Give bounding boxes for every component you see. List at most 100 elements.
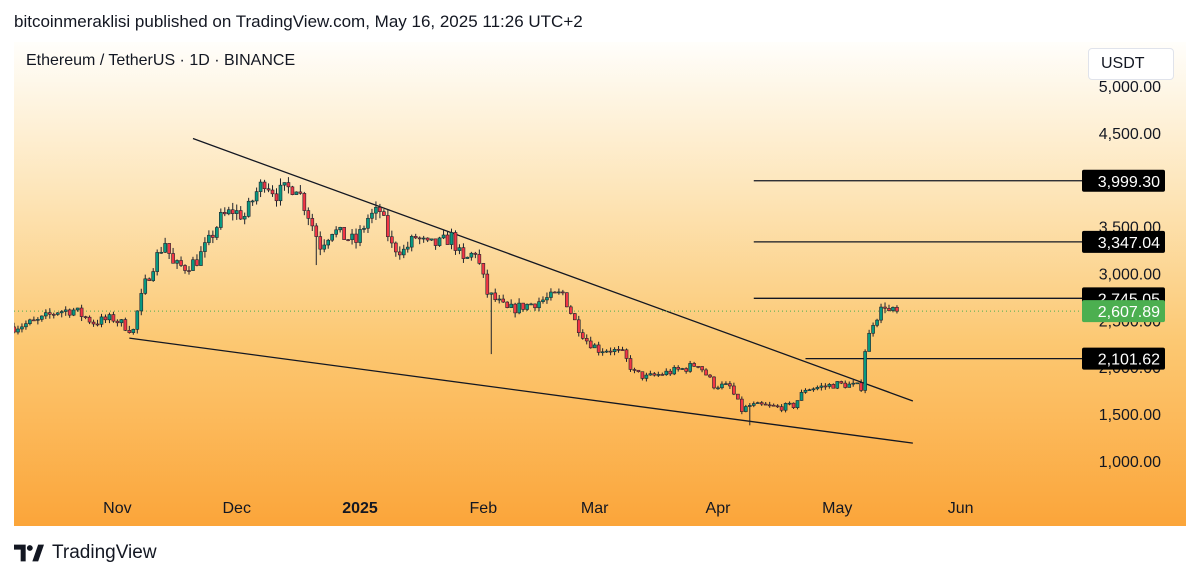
candle [763, 401, 768, 406]
candle-body [14, 326, 16, 333]
candle [529, 302, 533, 306]
candle [294, 191, 299, 195]
candle-body [561, 291, 565, 294]
candle-body [716, 387, 720, 390]
time-axis-tick[interactable]: Dec [223, 500, 251, 517]
candle [195, 254, 199, 267]
candle-body [652, 373, 657, 376]
candle [616, 345, 621, 353]
candle-body [835, 381, 840, 389]
time-axis-tick[interactable]: Nov [103, 500, 131, 517]
level-badge-label: 3,347.04 [1098, 235, 1160, 252]
chart-area[interactable]: 1,000.001,500.002,000.002,500.003,000.00… [14, 42, 1186, 526]
time-axis-tick[interactable]: Apr [706, 500, 732, 517]
currency-selector[interactable]: USDT [1088, 48, 1174, 80]
price-axis-tick[interactable]: 3,000.00 [1099, 266, 1161, 283]
current-price-badge[interactable]: 2,607.89 [1082, 300, 1165, 323]
time-axis[interactable]: Nov Dec 2025 Feb Mar Apr May Jun [103, 500, 973, 517]
candle [417, 236, 422, 245]
time-axis-tick[interactable]: Feb [470, 500, 498, 517]
time-axis-tick[interactable]: 2025 [342, 500, 378, 517]
candle [477, 249, 482, 265]
candle-body [226, 209, 231, 215]
candle [680, 367, 684, 370]
time-axis-tick[interactable]: May [822, 500, 852, 517]
candle [473, 251, 478, 259]
candle-body [612, 349, 617, 353]
candle-body [91, 321, 96, 325]
time-axis-tick[interactable]: Mar [581, 500, 609, 517]
candle [318, 231, 323, 256]
candle-body [366, 217, 370, 229]
price-axis[interactable]: 1,000.001,500.002,000.002,500.003,000.00… [1099, 79, 1161, 471]
candle-body [20, 326, 24, 330]
candle [485, 269, 490, 298]
candle-body [409, 236, 414, 248]
price-axis-tick[interactable]: 5,000.00 [1099, 79, 1161, 96]
candle [378, 203, 382, 219]
time-axis-tick[interactable]: Jun [948, 500, 974, 517]
candle [779, 404, 784, 413]
candle-body [851, 382, 856, 385]
candle [270, 185, 275, 197]
candle-body [724, 383, 728, 385]
candle [887, 304, 891, 312]
candle [203, 237, 207, 258]
candle [386, 209, 390, 242]
candle-body [771, 404, 776, 407]
candle-body [258, 181, 263, 192]
level-badge[interactable]: 2,101.62 [1082, 347, 1165, 370]
candle [791, 402, 796, 410]
candle-body [191, 259, 195, 271]
price-axis-tick[interactable]: 1,000.00 [1099, 454, 1161, 471]
candle-body [139, 293, 144, 312]
candle-body [417, 237, 422, 240]
price-chart[interactable]: 1,000.001,500.002,000.002,500.003,000.00… [14, 42, 1186, 526]
candle [795, 400, 800, 410]
candle-body [83, 316, 88, 318]
candle-body [326, 239, 331, 246]
candle [230, 202, 235, 221]
candle-body [648, 373, 653, 376]
candle-body [537, 301, 541, 309]
candle-body [179, 260, 183, 266]
candle-body [473, 252, 478, 255]
tradingview-logo-icon[interactable] [14, 544, 44, 562]
candle [151, 268, 156, 282]
level-badge[interactable]: 3,999.30 [1082, 169, 1165, 192]
candle [274, 188, 279, 207]
candle [684, 367, 688, 374]
candle-body [199, 251, 203, 266]
candle [131, 328, 136, 335]
price-axis-tick[interactable]: 4,500.00 [1099, 126, 1161, 143]
candle-body [608, 350, 613, 353]
candle [716, 385, 720, 390]
candle-body [397, 251, 402, 256]
level-badge-bg [1082, 169, 1165, 192]
footer: TradingView [14, 541, 157, 565]
candle-body [195, 259, 199, 266]
candle [226, 206, 231, 216]
candle [350, 229, 354, 245]
candle-body [751, 403, 756, 406]
candle [75, 307, 80, 312]
price-axis-tick[interactable]: 1,500.00 [1099, 407, 1161, 424]
candle-body [159, 251, 163, 254]
candle-body [362, 227, 366, 230]
level-badge[interactable]: 3,347.04 [1082, 230, 1165, 253]
candle-body [712, 376, 716, 389]
candle [545, 292, 549, 304]
candle [139, 288, 144, 316]
level-badge-label: 3,999.30 [1098, 174, 1160, 191]
symbol-title[interactable]: Ethereum / TetherUS · 1D · BINANCE [26, 52, 296, 69]
candle [278, 178, 283, 206]
footer-brand[interactable]: TradingView [52, 542, 157, 563]
candle [310, 213, 315, 232]
candle-body [879, 306, 883, 321]
candle [497, 294, 502, 304]
candle-body [358, 229, 362, 243]
lower-trendline[interactable] [129, 337, 913, 444]
candle-body [684, 368, 688, 372]
candle [330, 233, 334, 242]
upper-trendline[interactable] [192, 137, 914, 402]
